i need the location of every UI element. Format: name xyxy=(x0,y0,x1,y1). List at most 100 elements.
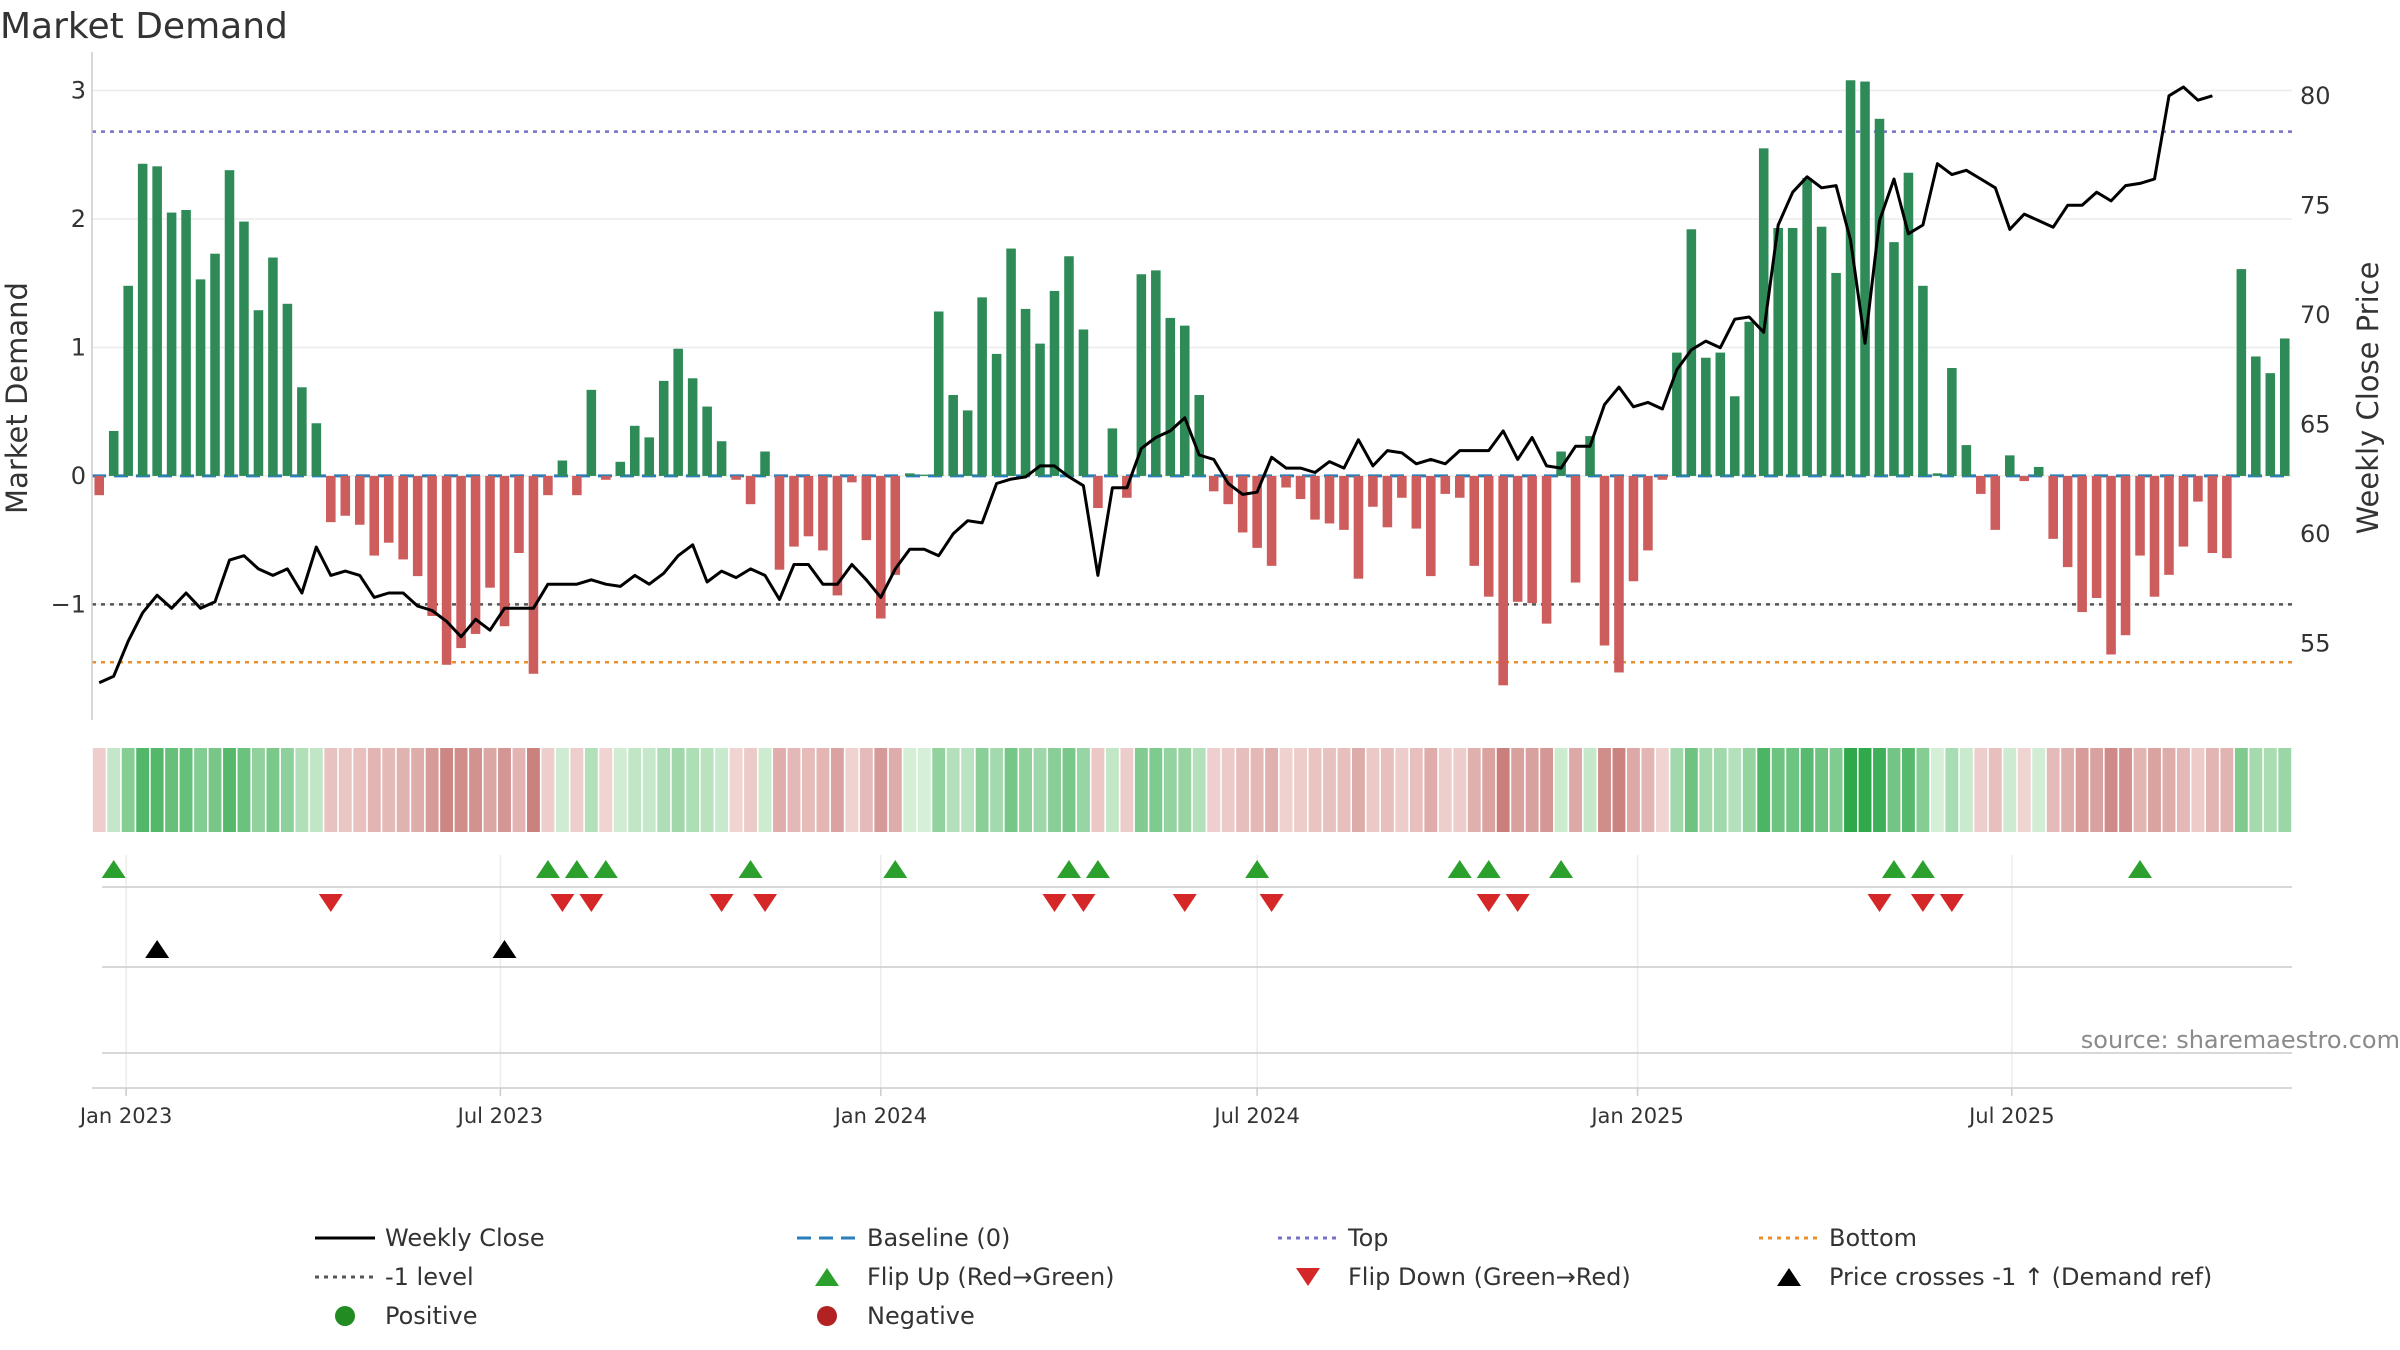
legend-item: Flip Down (Green→Red) xyxy=(1296,1263,1631,1291)
demand-bar xyxy=(2077,475,2087,613)
demand-bar xyxy=(1107,428,1118,476)
demand-bar xyxy=(282,303,293,476)
flip-down-marker xyxy=(579,894,604,912)
demand-bar xyxy=(2207,475,2218,553)
demand-bar xyxy=(383,475,394,543)
heat-cell xyxy=(396,748,410,832)
heat-cell xyxy=(917,748,931,832)
y-tick-label: −1 xyxy=(51,590,86,618)
x-tick-label: Jan 2025 xyxy=(1589,1104,1684,1128)
demand-bar xyxy=(528,475,539,674)
demand-bar xyxy=(572,475,582,496)
heat-cell xyxy=(2104,748,2118,832)
y2-tick-label: 55 xyxy=(2300,629,2331,657)
heat-cell xyxy=(1569,748,1582,832)
heat-cell xyxy=(1786,748,1800,832)
heat-cell xyxy=(2032,748,2046,832)
demand-bar xyxy=(1194,394,1205,476)
heat-cell xyxy=(1627,748,1640,832)
heat-cell xyxy=(787,748,801,832)
heat-cell xyxy=(1583,748,1597,832)
heat-cell xyxy=(425,748,439,832)
heat-cell xyxy=(975,748,989,832)
legend-item: Top xyxy=(1278,1224,1389,1252)
demand-heat-strip xyxy=(92,748,2292,832)
demand-bars xyxy=(94,80,2290,686)
flip-up-marker xyxy=(1085,860,1110,878)
demand-bar xyxy=(1382,475,1393,528)
flip-up-marker xyxy=(593,860,618,878)
heat-cell xyxy=(1930,748,1944,832)
demand-bar xyxy=(1454,475,1465,498)
demand-bar xyxy=(94,475,105,496)
y2-tick-label: 80 xyxy=(2300,82,2331,110)
heat-cell xyxy=(1062,748,1076,832)
heat-cell xyxy=(483,748,497,832)
demand-bar xyxy=(1151,270,1161,476)
heat-cell xyxy=(1467,748,1481,832)
heat-cell xyxy=(1858,748,1872,832)
heat-cell xyxy=(1091,748,1105,832)
heat-cell xyxy=(150,748,164,832)
heat-cell xyxy=(1728,748,1742,832)
heat-cell xyxy=(411,748,425,832)
heat-cell xyxy=(1540,748,1554,832)
demand-bar xyxy=(1165,317,1176,476)
demand-bar xyxy=(1339,475,1349,530)
demand-bar xyxy=(1064,256,1074,476)
demand-bar xyxy=(904,473,915,476)
demand-bar xyxy=(210,253,220,476)
demand-bar xyxy=(470,475,481,634)
demand-bar xyxy=(919,474,930,476)
heat-cell xyxy=(2017,748,2031,832)
heat-cell xyxy=(961,748,975,832)
demand-bar xyxy=(137,163,148,476)
x-tick-label: Jul 2023 xyxy=(456,1104,543,1128)
flip-up-marker xyxy=(1910,860,1935,878)
y2-tick-label: 75 xyxy=(2300,191,2331,219)
demand-bar xyxy=(1556,451,1566,476)
heat-cell xyxy=(1612,748,1626,832)
heat-cell xyxy=(1250,748,1264,832)
heat-cell xyxy=(165,748,179,832)
heat-cell xyxy=(1511,748,1525,832)
demand-bar xyxy=(832,475,843,596)
legend-swatch xyxy=(1296,1268,1320,1286)
heat-cell xyxy=(1163,748,1177,832)
demand-bar xyxy=(2164,475,2174,575)
demand-bar xyxy=(789,475,799,547)
heat-cell xyxy=(1887,748,1901,832)
demand-bar xyxy=(1845,80,1856,476)
heat-cell xyxy=(1713,748,1727,832)
heat-cell xyxy=(252,748,265,832)
legend-item: Positive xyxy=(335,1302,478,1330)
demand-bar xyxy=(2236,269,2247,476)
demand-bar xyxy=(1237,475,1248,533)
demand-bar xyxy=(398,475,408,560)
heat-cell xyxy=(309,748,323,832)
demand-bar xyxy=(108,430,119,476)
demand-bar xyxy=(658,380,669,476)
demand-bar xyxy=(1787,227,1798,476)
demand-bar xyxy=(195,279,206,476)
demand-bar xyxy=(1889,242,1899,476)
heat-cell xyxy=(1178,748,1192,832)
demand-bar xyxy=(354,475,365,525)
demand-bar xyxy=(1208,475,1219,492)
heat-cell xyxy=(1902,748,1915,832)
demand-bar xyxy=(1324,475,1335,524)
weekly-close-line xyxy=(98,85,2213,685)
flip-down-marker xyxy=(1867,894,1892,912)
heat-cell xyxy=(324,748,338,832)
heat-cell xyxy=(888,748,902,832)
heat-cell xyxy=(1149,748,1163,832)
heat-cell xyxy=(2162,748,2176,832)
demand-bar xyxy=(991,353,1002,476)
legend-label: Price crosses -1 ↑ (Demand ref) xyxy=(1829,1263,2212,1291)
demand-bar xyxy=(441,475,452,665)
y-axis-title-left: Market Demand xyxy=(0,282,34,514)
flip-down-marker xyxy=(753,894,778,912)
legend-item: Weekly Close xyxy=(315,1224,545,1252)
heat-cell xyxy=(1352,748,1365,832)
